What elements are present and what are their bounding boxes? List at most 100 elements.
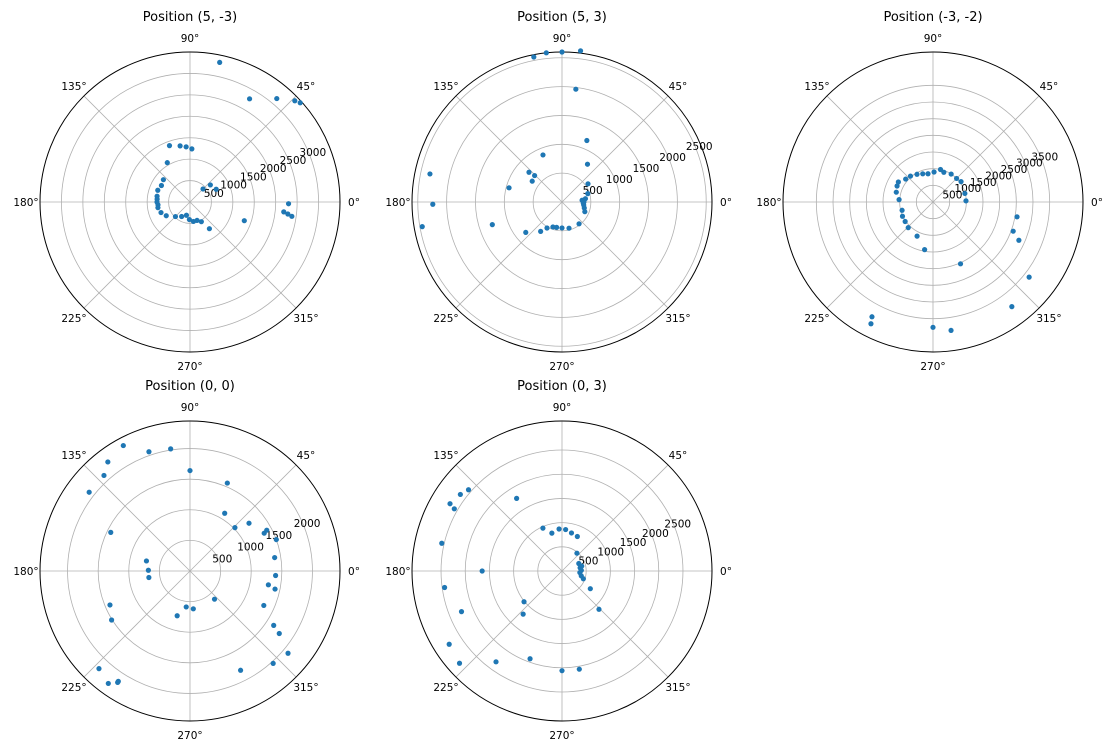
- data-point: [177, 143, 183, 149]
- data-point: [532, 172, 538, 179]
- data-point: [899, 207, 905, 213]
- polar-frame: [39, 420, 341, 722]
- data-point: [164, 160, 170, 166]
- data-point: [559, 668, 565, 674]
- angle-tick-label: 135°: [433, 81, 458, 93]
- data-point: [958, 179, 964, 185]
- data-point: [232, 525, 238, 531]
- data-point: [538, 228, 544, 235]
- angle-tick-label: 225°: [804, 313, 829, 325]
- data-point: [948, 327, 954, 334]
- data-point: [211, 596, 218, 602]
- radial-tick-label: 1000: [597, 546, 624, 558]
- data-point: [272, 586, 278, 592]
- data-point: [896, 197, 902, 203]
- polar-frame: [782, 51, 1084, 353]
- angular-gridline: [561, 201, 669, 309]
- data-point: [442, 584, 448, 591]
- angular-gridline: [826, 95, 934, 203]
- angular-gridline: [826, 201, 934, 309]
- data-point: [289, 213, 295, 219]
- polar-panel: 0°45°90°135°180°225°270°315°500100015002…: [385, 10, 732, 373]
- angular-gridline: [83, 464, 191, 572]
- angle-tick-label: 90°: [924, 33, 943, 45]
- angle-tick-label: 135°: [433, 450, 458, 462]
- angular-gridline: [561, 95, 669, 203]
- angular-gridline: [189, 201, 297, 309]
- data-point: [143, 558, 150, 564]
- radial-tick-label: 2000: [642, 528, 669, 540]
- data-point: [574, 533, 580, 540]
- data-point: [1016, 237, 1022, 243]
- angle-tick-label: 180°: [13, 566, 38, 578]
- data-point: [578, 567, 584, 573]
- data-point: [479, 568, 485, 574]
- data-point: [540, 525, 546, 531]
- data-point: [574, 550, 580, 556]
- panel-title: Position (5, 3): [517, 10, 607, 25]
- data-point: [190, 606, 196, 612]
- radial-tick-label: 1500: [970, 177, 997, 189]
- data-point: [166, 143, 173, 149]
- data-point: [577, 48, 584, 54]
- data-point: [183, 144, 189, 150]
- data-point: [160, 177, 167, 183]
- data-point: [521, 599, 527, 605]
- data-point: [907, 173, 914, 179]
- angle-tick-label: 135°: [804, 81, 829, 93]
- data-point: [544, 225, 550, 231]
- data-point: [86, 489, 92, 495]
- data-point: [217, 59, 223, 66]
- data-point: [903, 176, 909, 182]
- data-point: [96, 666, 102, 672]
- angular-gridline: [455, 95, 563, 203]
- data-point: [155, 205, 161, 211]
- data-point: [869, 314, 875, 320]
- angle-tick-label: 270°: [177, 730, 202, 742]
- angle-tick-label: 0°: [1091, 197, 1103, 209]
- data-point: [430, 201, 436, 207]
- radial-tick-label: 500: [583, 185, 603, 197]
- angle-tick-label: 315°: [665, 313, 690, 325]
- data-point: [272, 572, 279, 579]
- data-point: [200, 186, 206, 192]
- angle-tick-label: 45°: [297, 81, 316, 93]
- angular-gridline: [189, 95, 297, 203]
- data-point: [559, 225, 565, 231]
- angular-gridline: [83, 95, 191, 203]
- data-point: [273, 536, 279, 543]
- data-point: [584, 161, 591, 167]
- data-point: [920, 171, 926, 177]
- angular-gridline: [561, 464, 669, 572]
- data-point: [115, 678, 121, 684]
- radial-tick-label: 500: [204, 188, 224, 200]
- data-point: [163, 213, 169, 219]
- data-point: [108, 617, 115, 623]
- radial-tick-label: 3000: [1016, 158, 1043, 170]
- data-point: [183, 604, 189, 610]
- data-point: [457, 491, 463, 498]
- data-point: [158, 209, 164, 216]
- angle-tick-label: 180°: [13, 197, 38, 209]
- data-point: [447, 501, 453, 507]
- data-point: [582, 209, 588, 215]
- data-point: [458, 609, 465, 615]
- data-point: [274, 95, 280, 102]
- radial-tick-label: 1000: [220, 180, 247, 192]
- polar-frame: [39, 51, 341, 353]
- data-point: [146, 574, 152, 581]
- data-point: [489, 222, 495, 228]
- radial-tick-label: 2500: [686, 141, 713, 153]
- angle-tick-label: 270°: [549, 730, 574, 742]
- angle-tick-label: 45°: [297, 450, 316, 462]
- angular-gridline: [455, 201, 563, 309]
- radial-tick-label: 2000: [260, 163, 287, 175]
- radial-tick-label: 1500: [620, 537, 647, 549]
- data-point: [174, 613, 180, 619]
- data-point: [186, 216, 192, 223]
- data-point: [1014, 214, 1020, 220]
- angle-tick-label: 225°: [433, 682, 458, 694]
- data-point: [549, 530, 555, 536]
- panel-title: Position (-3, -2): [883, 10, 982, 25]
